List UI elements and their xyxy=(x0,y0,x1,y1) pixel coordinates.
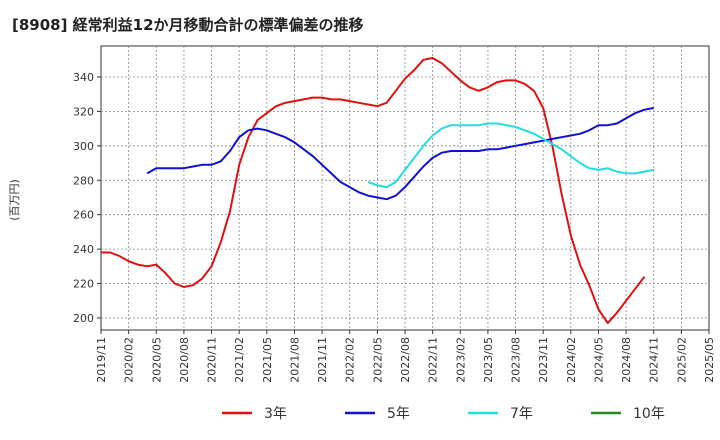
y-tick-label: 220 xyxy=(73,278,94,291)
legend-label-3年: 3年 xyxy=(264,406,287,422)
x-tick-label: 2021/02 xyxy=(233,337,246,383)
series-line-5年 xyxy=(146,107,654,201)
y-axis-label: (百万円) xyxy=(8,179,21,221)
x-tick-label: 2024/02 xyxy=(565,337,578,383)
x-tick-label: 2023/08 xyxy=(510,337,523,383)
y-tick-label: 260 xyxy=(73,209,94,222)
legend: 3年 5年 7年 10年 xyxy=(222,406,665,422)
x-tick-label: 2022/02 xyxy=(344,337,357,383)
x-tick-label: 2022/05 xyxy=(371,337,384,383)
legend-label-10年: 10年 xyxy=(633,406,665,422)
legend-label-7年: 7年 xyxy=(510,406,533,422)
x-tick-label: 2020/02 xyxy=(123,337,136,383)
y-tick-label: 340 xyxy=(73,71,94,84)
x-tick-label: 2021/08 xyxy=(288,337,301,383)
y-tick-label: 300 xyxy=(73,140,94,153)
x-axis-ticks: 2019/11 2020/02 2020/05 2020/08 2020/11 2021/… xyxy=(95,330,716,383)
x-tick-label: 2024/11 xyxy=(648,337,661,383)
series-line-7年 xyxy=(367,122,654,189)
y-axis-ticks: 200 220 240 260 280 300 320 340 xyxy=(73,71,101,325)
x-tick-label: 2024/05 xyxy=(592,337,605,383)
legend-label-5年: 5年 xyxy=(387,406,410,422)
x-tick-label: 2025/05 xyxy=(703,337,716,383)
y-tick-label: 320 xyxy=(73,105,94,118)
x-tick-label: 2023/05 xyxy=(482,337,495,383)
grid-layer xyxy=(101,46,709,330)
y-tick-label: 240 xyxy=(73,243,94,256)
chart-title: [8908] 経常利益12か月移動合計の標準偏差の推移 xyxy=(12,16,364,34)
x-tick-label: 2022/11 xyxy=(427,337,440,383)
x-tick-label: 2022/08 xyxy=(399,337,412,383)
y-tick-label: 280 xyxy=(73,174,94,187)
x-tick-label: 2021/05 xyxy=(261,337,274,383)
y-tick-label: 200 xyxy=(73,312,94,325)
x-tick-label: 2023/02 xyxy=(454,337,467,383)
series-layer xyxy=(101,57,654,325)
x-tick-label: 2020/05 xyxy=(150,337,163,383)
x-tick-label: 2025/02 xyxy=(675,337,688,383)
x-tick-label: 2019/11 xyxy=(95,337,108,383)
x-tick-label: 2021/11 xyxy=(316,337,329,383)
x-tick-label: 2020/11 xyxy=(206,337,219,383)
x-tick-label: 2024/08 xyxy=(620,337,633,383)
series-line-3年 xyxy=(101,57,646,325)
x-tick-label: 2020/08 xyxy=(178,337,191,383)
x-tick-label: 2023/11 xyxy=(537,337,550,383)
